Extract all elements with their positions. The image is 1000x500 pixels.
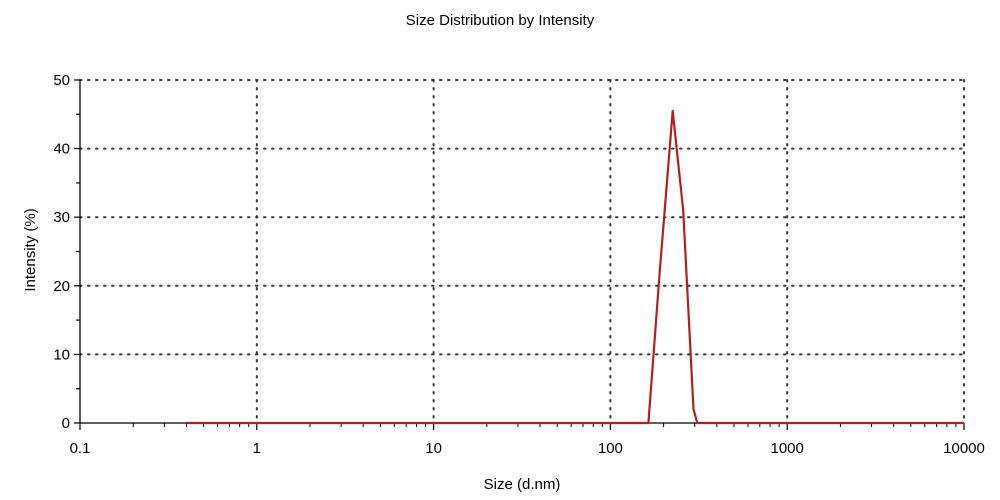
y-tick-label: 10 [53,346,70,363]
data-series [186,109,964,425]
x-tick-label: 1000 [771,440,804,457]
axes [79,80,964,424]
y-tick-label: 30 [53,209,70,226]
x-tick-label: 10 [425,440,442,457]
x-tick-label: 100 [598,440,623,457]
x-tick-label: 10000 [943,440,985,457]
y-tick-label: 50 [53,72,70,89]
series-line [186,109,964,425]
y-tick-label: 0 [62,415,70,432]
x-tick-label: 0.1 [70,440,91,457]
chart-title: Size Distribution by Intensity [406,12,595,29]
tick-labels: 0 10 20 30 40 50 0.1 1 10 100 1000 10000 [53,72,985,457]
x-tick-label: 1 [253,440,261,457]
y-tick-label: 40 [53,141,70,158]
tick-marks [74,79,965,430]
y-tick-label: 20 [53,278,70,295]
grid-lines [79,79,965,424]
y-axis-label: Intensity (%) [22,208,39,291]
x-axis-label: Size (d.nm) [484,476,561,493]
